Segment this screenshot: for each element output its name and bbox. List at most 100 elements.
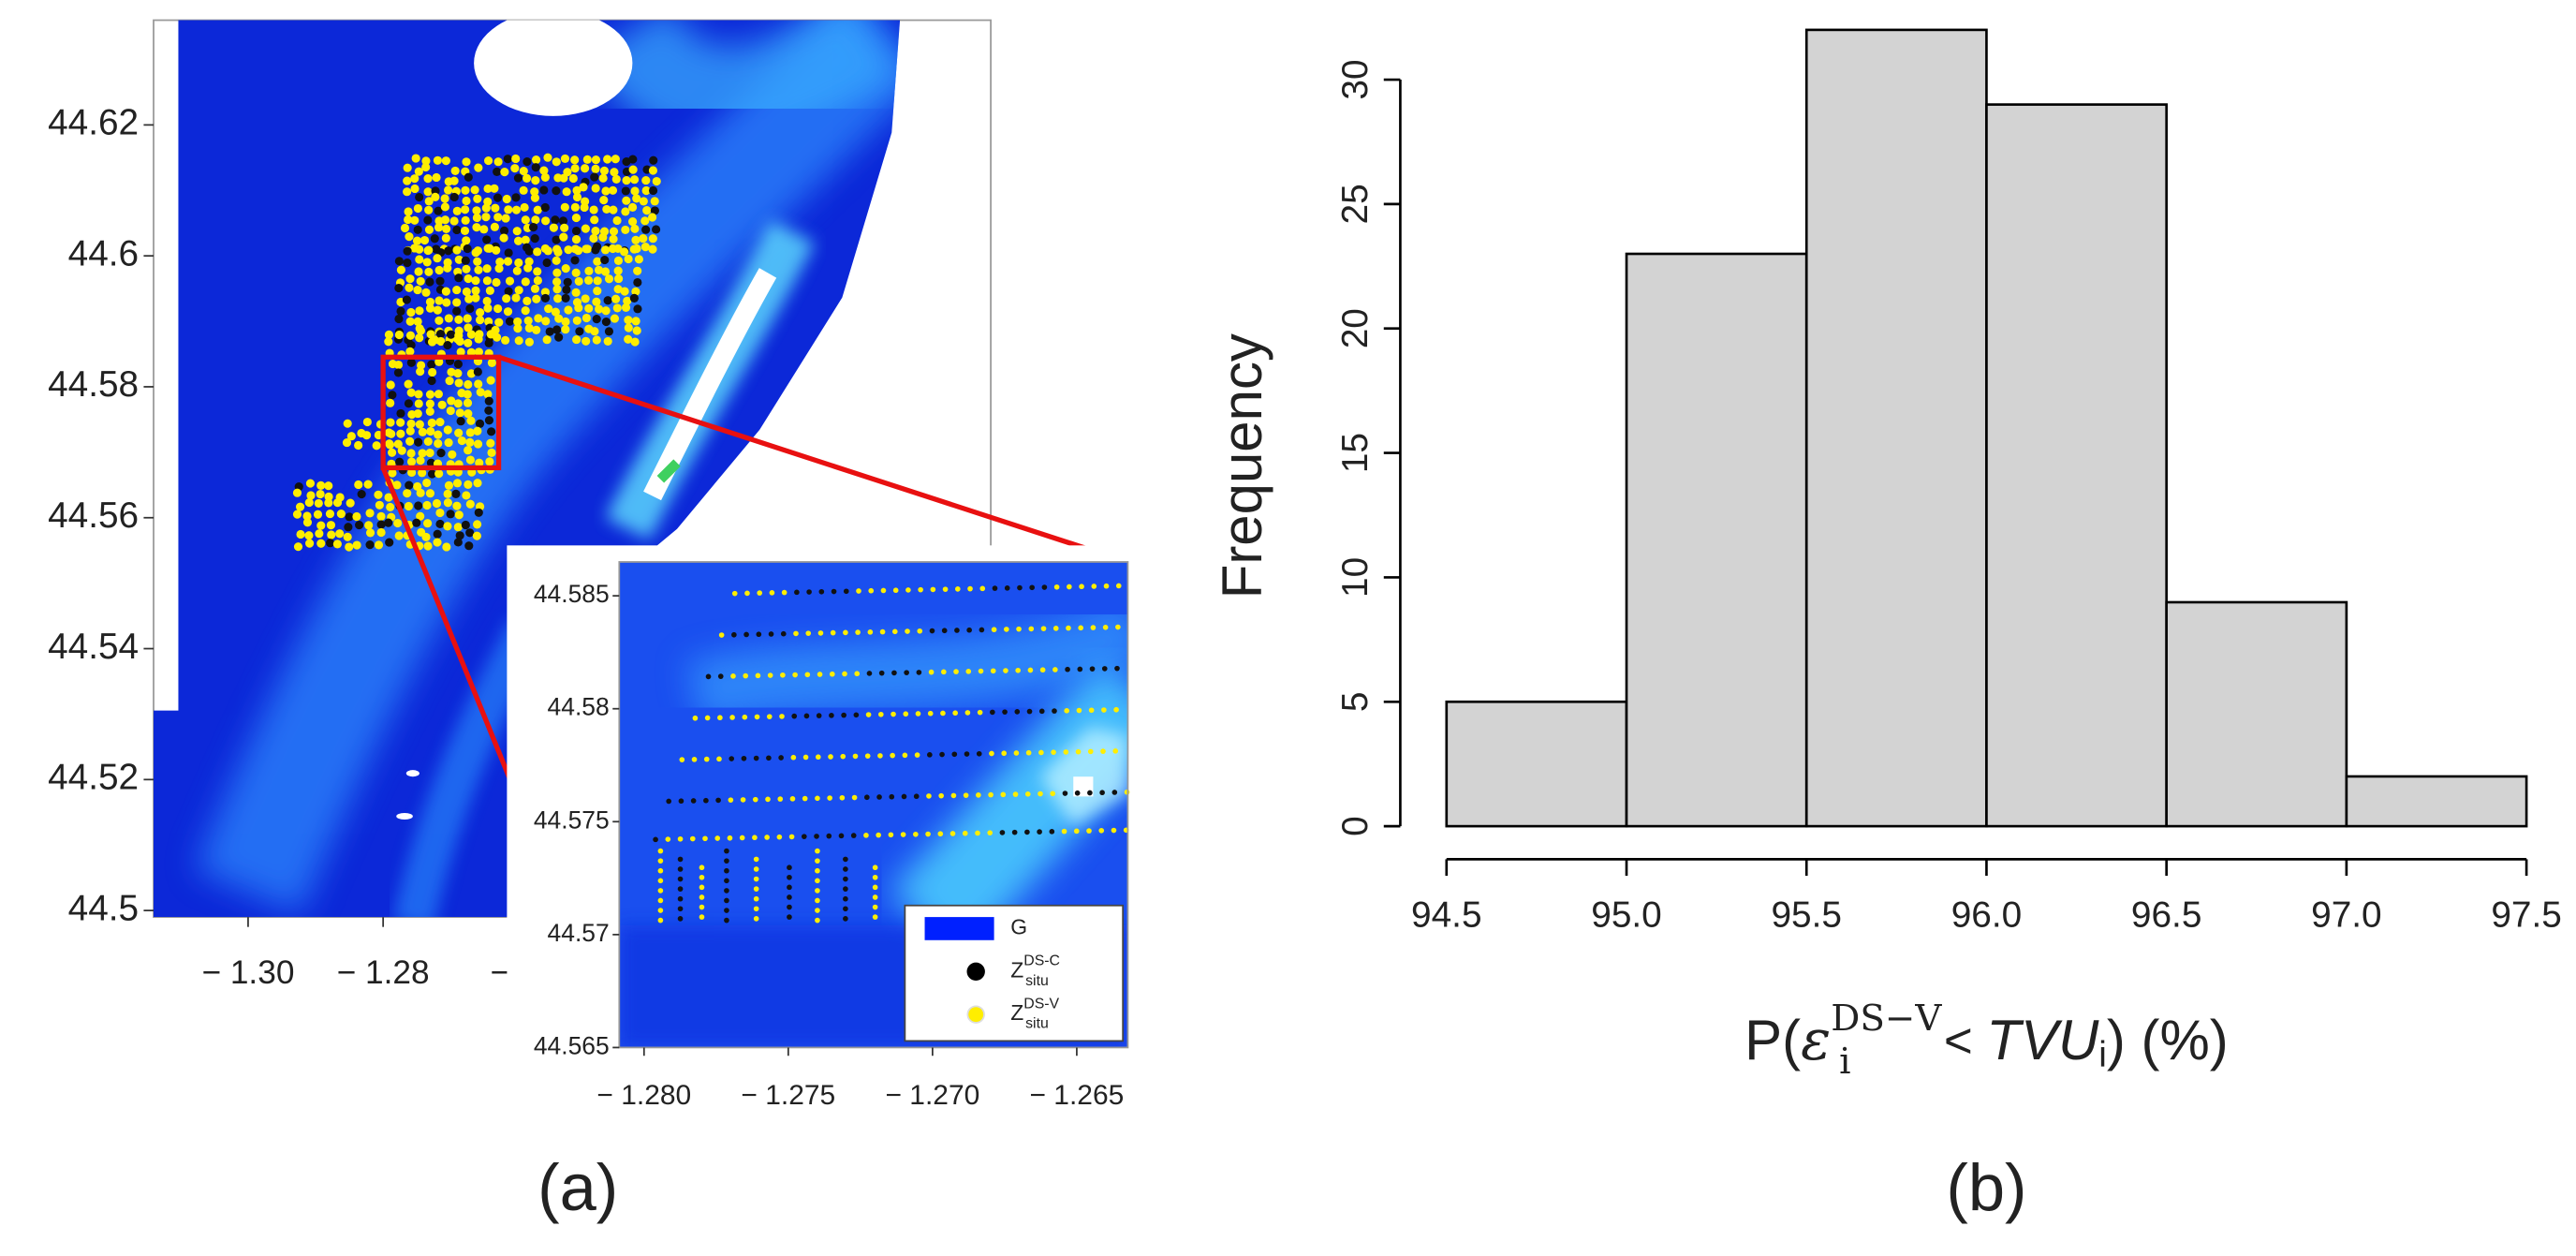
sounding-point (512, 266, 522, 275)
sounding-point (927, 752, 933, 758)
sounding-point (1026, 708, 1033, 715)
sounding-point (436, 449, 446, 458)
sounding-point (425, 406, 434, 416)
sounding-point (611, 174, 621, 184)
sounding-point (622, 196, 631, 205)
y-tick-label: 44.62 (48, 103, 139, 143)
sounding-point (731, 631, 737, 638)
sounding-point (916, 670, 922, 675)
sounding-point (434, 390, 443, 399)
sounding-point (914, 752, 920, 758)
sounding-point (304, 531, 314, 540)
sounding-point (422, 500, 432, 510)
sounding-point (473, 479, 482, 488)
sounding-point (741, 755, 747, 761)
sounding-point (876, 832, 881, 838)
sounding-point (326, 521, 336, 530)
legend-label: ZDS-C situ (1010, 953, 1060, 989)
sounding-point (584, 266, 594, 275)
sounding-point (877, 711, 884, 717)
sounding-point (639, 197, 648, 206)
sounding-point (629, 175, 640, 185)
sounding-point (1101, 707, 1107, 713)
sounding-point (729, 715, 735, 720)
sounding-point (461, 215, 470, 225)
sounding-point (767, 672, 773, 678)
sounding-point (404, 214, 413, 225)
sounding-point (406, 307, 416, 318)
sounding-point (415, 244, 424, 254)
sounding-point (791, 713, 798, 719)
sounding-point (416, 511, 425, 521)
sounding-point (729, 756, 735, 761)
sounding-point (465, 428, 475, 437)
sounding-point (304, 497, 314, 508)
sounding-point (593, 276, 602, 286)
sounding-point (552, 277, 562, 287)
sounding-point (424, 245, 434, 255)
sounding-point (815, 878, 820, 884)
sounding-point (553, 294, 563, 303)
sounding-point (598, 232, 608, 242)
sounding-point (571, 268, 581, 277)
sounding-point (433, 254, 442, 263)
sounding-point (499, 233, 508, 243)
sounding-point (815, 795, 820, 802)
sounding-point (521, 215, 530, 225)
sounding-point (1049, 829, 1055, 835)
sounding-point (465, 499, 475, 509)
sounding-point (640, 216, 650, 226)
sounding-point (562, 285, 571, 294)
sounding-point (584, 303, 594, 313)
sounding-point (523, 263, 533, 273)
x-tick-label: − 1.280 (596, 1080, 691, 1111)
sounding-point (482, 264, 492, 273)
sounding-point (843, 895, 848, 902)
sounding-point (540, 202, 550, 213)
sounding-point (1098, 827, 1105, 834)
sounding-point (623, 296, 632, 305)
sounding-point (702, 835, 708, 842)
sounding-point (394, 257, 404, 266)
sounding-point (475, 458, 484, 467)
sounding-point (427, 360, 436, 369)
sounding-point (474, 508, 483, 517)
sounding-point (802, 754, 809, 761)
sounding-point (879, 628, 886, 635)
sounding-point (452, 298, 462, 307)
sounding-point (610, 314, 620, 323)
sounding-point (724, 888, 729, 894)
sounding-point (500, 168, 509, 177)
sounding-point (743, 631, 749, 638)
sounding-point (561, 325, 570, 334)
sounding-point (505, 317, 515, 326)
sounding-point (453, 538, 463, 547)
sounding-point (452, 306, 462, 316)
sounding-point (465, 455, 475, 465)
sounding-point (724, 878, 729, 884)
sounding-point (1002, 709, 1008, 715)
sounding-point (442, 298, 451, 307)
sounding-point (346, 498, 355, 508)
sounding-point (1115, 583, 1122, 589)
sounding-point (451, 489, 461, 498)
sounding-point (780, 672, 786, 678)
sounding-point (416, 456, 425, 465)
sounding-point (552, 157, 561, 167)
sounding-point (394, 283, 404, 293)
sounding-point (815, 754, 821, 761)
y-tick-label: 30 (1335, 59, 1376, 99)
sounding-point (872, 914, 878, 920)
sounding-point (490, 184, 499, 193)
sounding-point (405, 274, 415, 284)
sounding-point (479, 225, 489, 234)
sounding-point (524, 323, 534, 332)
sounding-point (717, 673, 724, 679)
x-label-part: i (1839, 1041, 1850, 1083)
sounding-point (572, 192, 582, 202)
sounding-point (831, 588, 837, 595)
sounding-point (633, 304, 642, 314)
sounding-point (414, 167, 423, 176)
sounding-point (965, 669, 972, 674)
sounding-point (1015, 667, 1021, 673)
